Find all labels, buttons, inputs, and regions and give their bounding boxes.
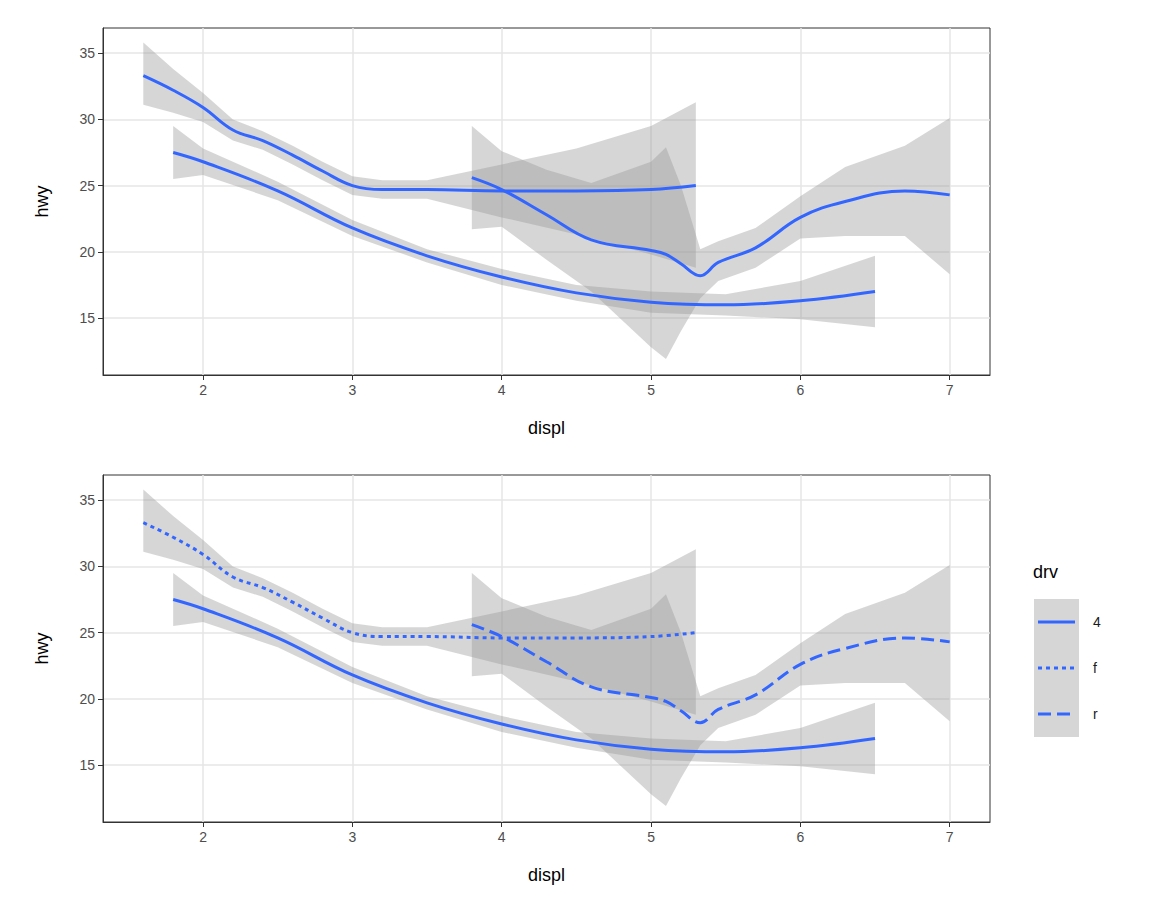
- svg-text:35: 35: [79, 45, 95, 61]
- svg-text:hwy: hwy: [32, 185, 52, 217]
- svg-text:4: 4: [498, 382, 506, 398]
- svg-text:20: 20: [79, 244, 95, 260]
- svg-text:7: 7: [946, 829, 954, 845]
- svg-text:15: 15: [79, 310, 95, 326]
- svg-text:3: 3: [348, 382, 356, 398]
- svg-text:25: 25: [79, 625, 95, 641]
- svg-text:drv: drv: [1033, 562, 1058, 582]
- svg-text:5: 5: [647, 382, 655, 398]
- svg-text:5: 5: [647, 829, 655, 845]
- svg-text:4: 4: [498, 829, 506, 845]
- svg-text:4: 4: [1093, 614, 1101, 630]
- svg-text:3: 3: [348, 829, 356, 845]
- svg-text:hwy: hwy: [32, 632, 52, 664]
- svg-text:6: 6: [796, 829, 804, 845]
- svg-text:r: r: [1093, 706, 1098, 722]
- svg-text:displ: displ: [528, 418, 565, 438]
- svg-text:2: 2: [199, 382, 207, 398]
- svg-text:displ: displ: [528, 865, 565, 885]
- svg-text:7: 7: [946, 382, 954, 398]
- svg-text:20: 20: [79, 691, 95, 707]
- svg-text:6: 6: [796, 382, 804, 398]
- svg-text:15: 15: [79, 757, 95, 773]
- svg-text:35: 35: [79, 492, 95, 508]
- svg-text:30: 30: [79, 558, 95, 574]
- svg-text:f: f: [1093, 660, 1097, 676]
- svg-text:2: 2: [199, 829, 207, 845]
- svg-text:25: 25: [79, 178, 95, 194]
- svg-text:30: 30: [79, 111, 95, 127]
